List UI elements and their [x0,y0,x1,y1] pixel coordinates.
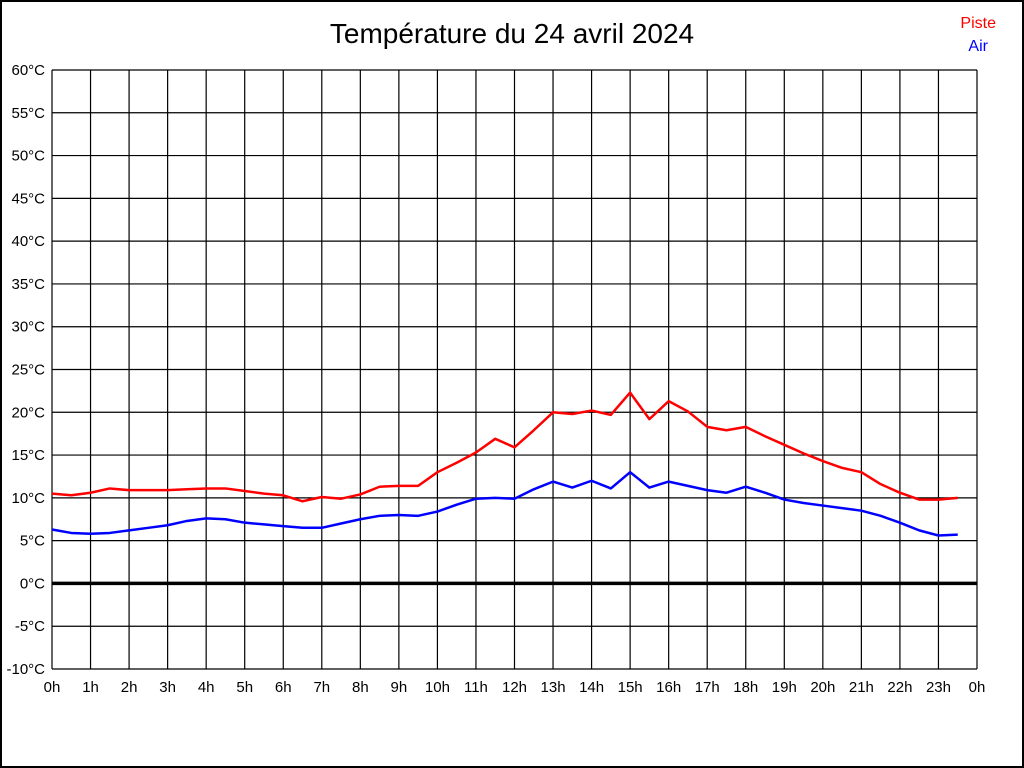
x-tick-label: 9h [391,679,408,696]
x-tick-label: 2h [121,679,138,696]
x-tick-label: 8h [352,679,369,696]
x-tick-label: 22h [887,679,912,696]
y-tick-label: -10°C [6,661,45,678]
x-tick-label: 3h [159,679,176,696]
x-tick-label: 13h [541,679,566,696]
x-tick-label: 17h [695,679,720,696]
chart-title: Température du 24 avril 2024 [329,18,695,49]
x-tick-label: 18h [733,679,758,696]
legend-item-air: Air [968,38,988,55]
y-tick-label: 25°C [11,362,45,379]
x-tick-label: 6h [275,679,292,696]
x-tick-label: 14h [579,679,604,696]
y-tick-label: 40°C [11,233,45,250]
x-tick-label: 1h [82,679,99,696]
chart-legend: Piste Air [960,12,996,58]
y-tick-label: 60°C [11,62,45,79]
series-piste-line [51,391,958,503]
x-tick-label: 21h [849,679,874,696]
y-tick-label: 10°C [11,490,45,507]
x-tick-label: 12h [502,679,527,696]
x-tick-label: 16h [656,679,681,696]
y-tick-label: 15°C [11,447,45,464]
y-tick-label: 45°C [11,190,45,207]
x-tick-label: 7h [313,679,330,696]
y-tick-label: 35°C [11,276,45,293]
x-tick-label: 15h [618,679,643,696]
y-tick-label: 20°C [11,404,45,421]
x-tick-label: 11h [464,679,488,696]
y-tick-label: 50°C [11,148,45,165]
x-tick-label: 23h [926,679,951,696]
y-tick-label: 30°C [11,319,45,336]
x-tick-label: 5h [236,679,253,696]
x-tick-label: 0h [44,679,61,696]
x-tick-label: 19h [772,679,797,696]
x-tick-label: 20h [810,679,835,696]
y-tick-label: 55°C [11,105,45,122]
series-air-line [51,470,958,537]
x-tick-label: 10h [425,679,450,696]
y-tick-label: 0°C [20,575,45,592]
x-tick-label: 0h [969,679,986,696]
y-tick-label: -5°C [15,618,45,635]
legend-item-piste: Piste [960,15,996,32]
y-tick-label: 5°C [20,533,45,550]
x-tick-label: 4h [198,679,215,696]
